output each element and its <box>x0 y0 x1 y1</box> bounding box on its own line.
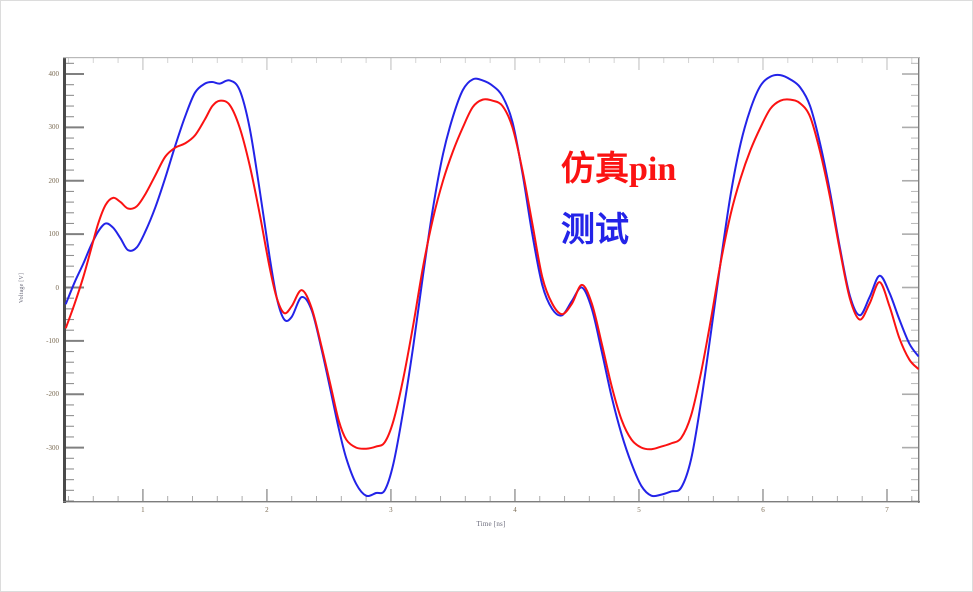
y-tick-label: 0 <box>55 283 60 292</box>
y-tick-label: -200 <box>46 390 59 399</box>
y-axis-title: Voltage [V] <box>19 272 25 304</box>
plot-frame <box>63 57 920 503</box>
x-tick-label: 5 <box>637 506 641 514</box>
x-tick-label: 2 <box>265 506 269 514</box>
y-tick-label: 400 <box>48 70 60 78</box>
trace-simulation <box>65 98 919 451</box>
x-tick-label: 6 <box>761 506 765 514</box>
x-axis-title: Time [ns] <box>476 520 506 528</box>
x-tick-label: 3 <box>389 506 393 514</box>
annotation-measurement: 测试 <box>561 212 629 249</box>
y-axis-ticks-right <box>902 62 918 502</box>
x-tick-label: 1 <box>141 506 145 514</box>
annotation-simulation: 仿真pin <box>561 151 677 188</box>
y-tick-label: 200 <box>48 176 60 185</box>
x-axis-ticks <box>67 489 913 501</box>
y-tick-label: 300 <box>48 123 60 132</box>
trace-measurement <box>65 73 919 498</box>
data-traces <box>65 73 919 498</box>
y-tick-label: -100 <box>46 336 59 345</box>
y-tick-label: 100 <box>48 230 60 239</box>
y-axis-ticks <box>66 62 84 502</box>
x-tick-label: 4 <box>513 506 517 514</box>
y-tick-label: -300 <box>46 443 59 452</box>
x-axis-ticks-top <box>67 58 913 70</box>
x-tick-label: 7 <box>885 506 889 514</box>
